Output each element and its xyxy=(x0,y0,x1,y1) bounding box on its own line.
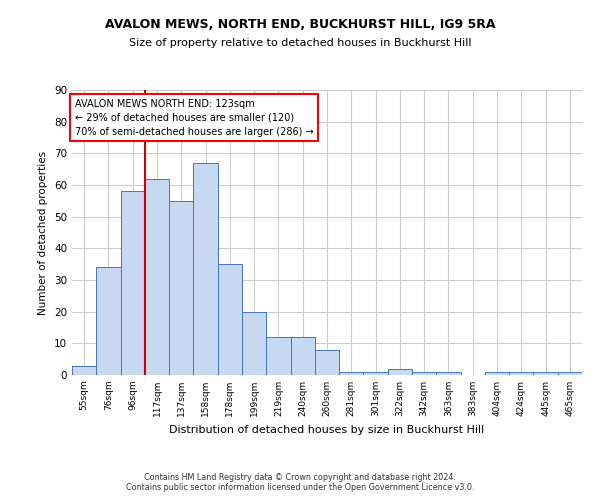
Text: AVALON MEWS, NORTH END, BUCKHURST HILL, IG9 5RA: AVALON MEWS, NORTH END, BUCKHURST HILL, … xyxy=(105,18,495,30)
Bar xyxy=(96,268,121,375)
Bar xyxy=(242,312,266,375)
Bar xyxy=(193,163,218,375)
Bar xyxy=(558,372,582,375)
Bar xyxy=(121,192,145,375)
Bar xyxy=(388,368,412,375)
Y-axis label: Number of detached properties: Number of detached properties xyxy=(38,150,49,314)
Bar xyxy=(266,337,290,375)
Bar xyxy=(339,372,364,375)
X-axis label: Distribution of detached houses by size in Buckhurst Hill: Distribution of detached houses by size … xyxy=(169,424,485,434)
Text: AVALON MEWS NORTH END: 123sqm
← 29% of detached houses are smaller (120)
70% of : AVALON MEWS NORTH END: 123sqm ← 29% of d… xyxy=(74,98,313,136)
Bar xyxy=(290,337,315,375)
Text: Size of property relative to detached houses in Buckhurst Hill: Size of property relative to detached ho… xyxy=(129,38,471,48)
Bar xyxy=(509,372,533,375)
Bar xyxy=(412,372,436,375)
Text: Contains HM Land Registry data © Crown copyright and database right 2024.
Contai: Contains HM Land Registry data © Crown c… xyxy=(126,473,474,492)
Bar xyxy=(72,366,96,375)
Bar xyxy=(364,372,388,375)
Bar xyxy=(533,372,558,375)
Bar xyxy=(145,178,169,375)
Bar xyxy=(218,264,242,375)
Bar xyxy=(436,372,461,375)
Bar xyxy=(485,372,509,375)
Bar xyxy=(315,350,339,375)
Bar xyxy=(169,201,193,375)
